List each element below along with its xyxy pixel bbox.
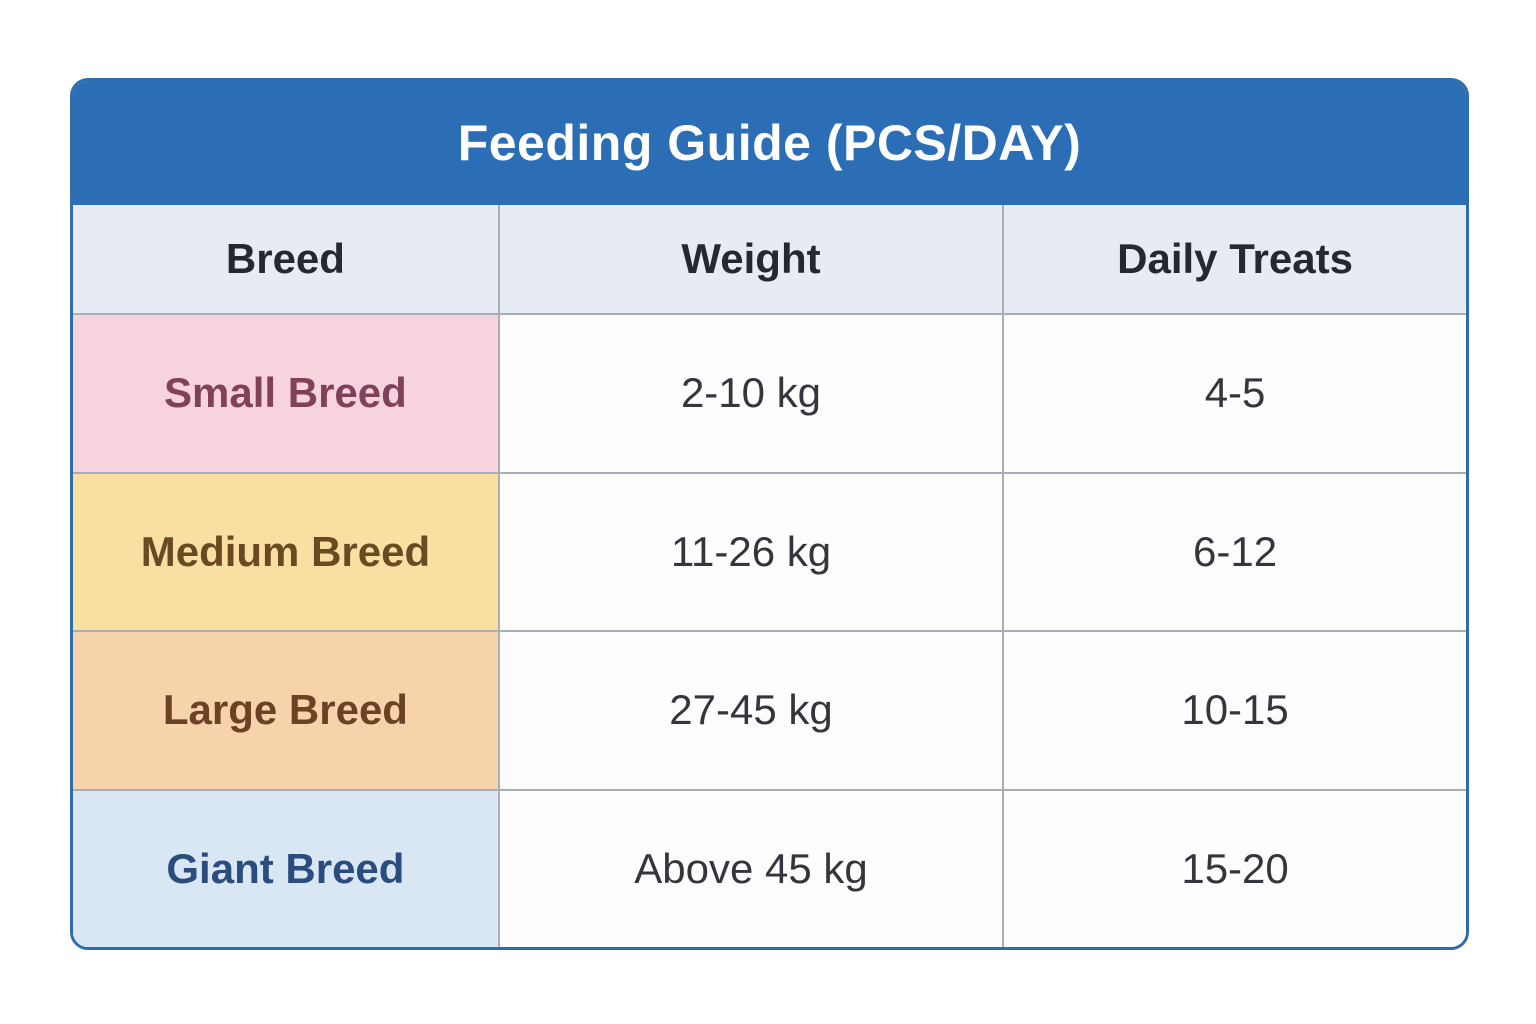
breed-cell: Giant Breed: [73, 790, 498, 947]
table-row: Medium Breed 11-26 kg 6-12: [73, 471, 1466, 630]
column-header-breed: Breed: [225, 235, 345, 282]
breed-cell: Medium Breed: [73, 473, 498, 630]
treats-cell: 6-12: [1002, 473, 1466, 630]
treats-cell: 15-20: [1002, 790, 1466, 947]
breed-cell: Large Breed: [73, 632, 498, 789]
table-row: Giant Breed Above 45 kg 15-20: [73, 788, 1466, 947]
table-body: Small Breed 2-10 kg 4-5 Medium Breed 11-…: [73, 313, 1466, 947]
breed-cell: Small Breed: [73, 315, 498, 472]
weight-cell: 27-45 kg: [497, 632, 1002, 789]
weight-cell: Above 45 kg: [497, 790, 1002, 947]
table-title: Feeding Guide (PCS/DAY): [73, 81, 1466, 205]
column-header-weight: Weight: [497, 205, 1002, 313]
table-header-row: Breed Weight Daily Treats: [73, 205, 1466, 313]
feeding-guide-table: Feeding Guide (PCS/DAY) Breed Weight Dai…: [70, 78, 1469, 950]
column-header-daily-treats: Daily Treats: [1002, 205, 1466, 313]
treats-cell: 10-15: [1002, 632, 1466, 789]
table-row: Large Breed 27-45 kg 10-15: [73, 630, 1466, 789]
table-row: Small Breed 2-10 kg 4-5: [73, 313, 1466, 472]
weight-cell: 2-10 kg: [497, 315, 1002, 472]
treats-cell: 4-5: [1002, 315, 1466, 472]
weight-cell: 11-26 kg: [497, 473, 1002, 630]
